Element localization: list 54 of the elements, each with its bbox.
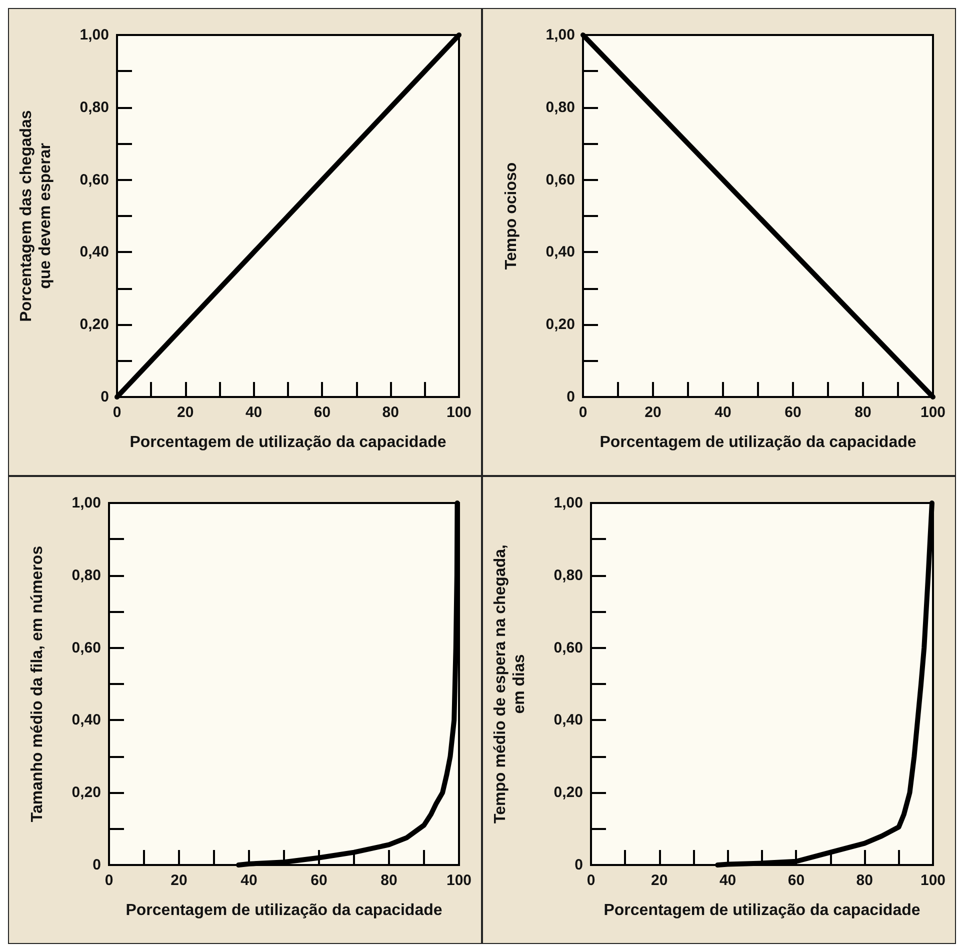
y-tick-label: 0,80 — [554, 566, 583, 584]
y-tick-label: 0,60 — [546, 171, 575, 188]
y-tick-label: 0,20 — [554, 784, 583, 802]
y-tick-label: 0,20 — [72, 784, 101, 802]
x-tick-label: 40 — [240, 872, 258, 889]
y-tick-label: 1,00 — [546, 26, 575, 44]
y-tick-label: 0,40 — [554, 712, 583, 729]
x-tick-label: 20 — [651, 872, 668, 889]
x-tick-label: 40 — [245, 404, 262, 421]
x-tick-label: 60 — [310, 872, 328, 889]
y-axis-title: Tempo médio de espera na chegada, em dias — [492, 544, 528, 824]
y-tick-label: 0,80 — [546, 98, 575, 116]
y-axis-title: Tempo ocioso — [503, 162, 520, 270]
y-tick-label: 0,60 — [554, 639, 583, 656]
y-tick-label: 1,00 — [80, 26, 109, 44]
x-tick-label: 80 — [854, 404, 872, 421]
x-tick-label: 40 — [719, 872, 736, 889]
y-tick-label: 0,60 — [72, 639, 101, 656]
y-axis-title: Tamanho médio da fila, em números — [29, 546, 46, 822]
x-tick-label: 0 — [586, 872, 596, 889]
x-axis-title: Porcentagem de utilização da capacidade — [126, 902, 442, 919]
y-tick-label: 1,00 — [72, 494, 101, 512]
x-tick-label: 60 — [784, 404, 802, 421]
x-tick-label: 60 — [788, 872, 805, 889]
x-tick-label: 80 — [382, 404, 399, 421]
x-tick-label: 80 — [380, 872, 398, 889]
x-tick-label: 100 — [446, 404, 472, 421]
y-tick-label: 0,40 — [72, 712, 101, 729]
x-tick-label: 0 — [112, 404, 122, 421]
y-tick-label: 0,40 — [546, 244, 575, 261]
x-tick-label: 80 — [856, 872, 873, 889]
x-tick-label: 20 — [644, 404, 662, 421]
y-tick-label: 0,20 — [80, 316, 109, 334]
y-tick-label: 0,60 — [80, 171, 109, 188]
y-tick-label: 0,20 — [546, 316, 575, 334]
x-tick-label: 20 — [170, 872, 188, 889]
y-tick-label: 1,00 — [554, 494, 583, 512]
y-tick-label: 0,80 — [72, 566, 101, 584]
x-tick-label: 100 — [920, 872, 946, 889]
y-tick-label: 0 — [92, 856, 101, 874]
y-tick-label: 0 — [100, 388, 109, 406]
x-tick-label: 20 — [177, 404, 194, 421]
x-axis-title: Porcentagem de utilização da capacidade — [600, 434, 916, 451]
x-tick-label: 100 — [920, 404, 946, 421]
x-axis-title: Porcentagem de utilização da capacidade — [130, 434, 446, 451]
y-tick-label: 0 — [574, 856, 583, 874]
y-axis-title: Porcentagem das chegadas que devem esperar — [18, 110, 54, 322]
y-tick-label: 0,40 — [80, 244, 109, 261]
x-axis-title: Porcentagem de utilização da capacidade — [604, 902, 920, 919]
x-tick-label: 100 — [446, 872, 472, 889]
y-tick-label: 0,80 — [80, 98, 109, 116]
y-tick-label: 0 — [566, 388, 575, 406]
x-tick-label: 40 — [714, 404, 732, 421]
x-tick-label: 60 — [314, 404, 331, 421]
